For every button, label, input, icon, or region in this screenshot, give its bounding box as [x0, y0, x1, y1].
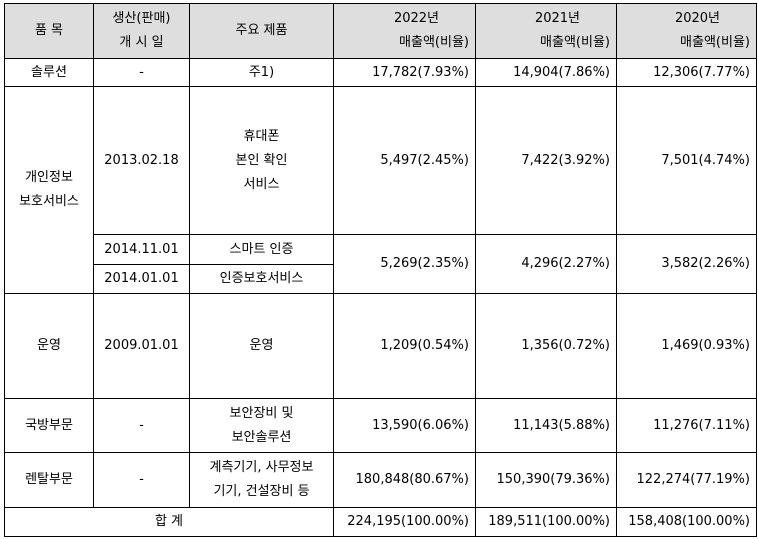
table-row-phone-auth: 개인정보 보호서비스 2013.02.18 휴대폰 본인 확인 서비스 5,49…	[4, 86, 757, 294]
cell-total-2021: 189,511(100.00%)	[475, 507, 617, 537]
header-2022-year: 2022년	[393, 11, 439, 26]
cell-sales-2020: 12,306(7.77%)	[616, 58, 757, 87]
cell-total-label: 합 계	[4, 507, 334, 537]
header-2021: 2021년 매출액(비율)	[475, 3, 617, 59]
cell-product: 보안장비 및 보안솔루션	[189, 398, 334, 453]
cell-sales-2021: 11,143(5.88%)	[475, 398, 617, 453]
cell-product: 휴대폰 본인 확인 서비스	[189, 86, 334, 235]
cell-sales-2021: 7,422(3.92%)	[475, 86, 617, 235]
cell-sales-2022: 13,590(6.06%)	[333, 398, 476, 453]
table-row-rental: 렌탈부문 - 계측기기, 사무정보 기기, 건설장비 등 180,848(80.…	[4, 452, 757, 508]
table-row-operation: 운영 2009.01.01 운영 1,209(0.54%) 1,356(0.72…	[4, 293, 757, 399]
cell-product-line2: 기기, 건설장비 등	[213, 484, 310, 499]
cell-product-line2: 보안솔루션	[231, 429, 292, 445]
cell-date: -	[93, 452, 190, 508]
cell-item: 렌탈부문	[4, 452, 94, 508]
cell-sales-2021-combined: 4,296(2.27%)	[475, 234, 617, 294]
cell-product-line1: 휴대폰	[243, 128, 280, 144]
header-item: 품 목	[4, 3, 94, 59]
cell-sales-2021: 150,390(79.36%)	[475, 452, 617, 508]
cell-item-privacy-line2: 보호서비스	[19, 194, 79, 209]
cell-item-privacy-line1: 개인정보	[25, 170, 73, 185]
cell-sales-2020: 7,501(4.74%)	[616, 86, 757, 235]
header-row: 품 목 생산(판매) 개 시 일 주요 제품 2022년 매출액(비율) 202…	[4, 3, 757, 59]
cell-date: -	[93, 58, 190, 87]
cell-date: -	[93, 398, 190, 453]
cell-product-line3: 서비스	[243, 176, 280, 192]
table-row-solution: 솔루션 - 주1) 17,782(7.93%) 14,904(7.86%) 12…	[4, 58, 757, 87]
cell-sales-2022-combined: 5,269(2.35%)	[333, 234, 476, 294]
cell-date: 2009.01.01	[93, 293, 190, 399]
cell-product: 운영	[189, 293, 334, 399]
header-2020-sales: 매출액(비율)	[680, 35, 750, 50]
header-2020-year: 2020년	[674, 11, 720, 26]
header-2021-year: 2021년	[534, 11, 580, 26]
cell-date: 2014.01.01	[93, 264, 190, 294]
cell-product-line1: 보안장비 및	[229, 405, 294, 421]
cell-product: 스마트 인증	[189, 234, 334, 265]
cell-date: 2014.11.01	[93, 234, 190, 265]
header-2022: 2022년 매출액(비율)	[333, 3, 476, 59]
cell-item: 솔루션	[4, 58, 94, 87]
cell-item: 운영	[4, 293, 94, 399]
cell-product: 주1)	[189, 58, 334, 87]
cell-sales-2022: 17,782(7.93%)	[333, 58, 476, 87]
table-row-smart-auth: 2014.11.01 스마트 인증 5,269(2.35%) 4,296(2.2…	[5, 234, 757, 294]
header-2021-sales: 매출액(비율)	[540, 35, 610, 50]
cell-sales-2022: 5,497(2.45%)	[333, 86, 476, 235]
cell-product: 인증보호서비스	[189, 264, 334, 294]
cell-date: 2013.02.18	[93, 86, 190, 235]
cell-sales-2021: 1,356(0.72%)	[475, 293, 617, 399]
cell-product-line2: 본인 확인	[235, 152, 288, 168]
cell-item-privacy: 개인정보 보호서비스	[4, 86, 94, 294]
cell-item: 국방부문	[4, 398, 94, 453]
header-product: 주요 제품	[189, 3, 334, 59]
cell-sales-2021: 14,904(7.86%)	[475, 58, 617, 87]
cell-product-line1: 계측기기, 사무정보	[209, 460, 314, 475]
sales-table: 품 목 생산(판매) 개 시 일 주요 제품 2022년 매출액(비율) 202…	[4, 3, 757, 537]
cell-sales-2022: 180,848(80.67%)	[333, 452, 476, 508]
cell-sales-2020-combined: 3,582(2.26%)	[616, 234, 757, 294]
header-launch-date-line2: 개 시 일	[119, 35, 164, 50]
header-launch-date-line1: 생산(판매)	[112, 11, 171, 26]
table-row-defense: 국방부문 - 보안장비 및 보안솔루션 13,590(6.06%) 11,143…	[4, 398, 757, 453]
cell-sales-2022: 1,209(0.54%)	[333, 293, 476, 399]
cell-total-2022: 224,195(100.00%)	[333, 507, 476, 537]
header-2020: 2020년 매출액(비율)	[616, 3, 757, 59]
cell-sales-2020: 122,274(77.19%)	[616, 452, 757, 508]
cell-total-2020: 158,408(100.00%)	[616, 507, 757, 537]
cell-sales-2020: 11,276(7.11%)	[616, 398, 757, 453]
cell-sales-2020: 1,469(0.93%)	[616, 293, 757, 399]
cell-product: 계측기기, 사무정보 기기, 건설장비 등	[189, 452, 334, 508]
table-row-total: 합 계 224,195(100.00%) 189,511(100.00%) 15…	[4, 507, 757, 537]
table-row-auth-protect: 2014.01.01 인증보호서비스	[5, 264, 757, 294]
header-launch-date: 생산(판매) 개 시 일	[93, 3, 190, 59]
header-2022-sales: 매출액(비율)	[399, 35, 469, 50]
